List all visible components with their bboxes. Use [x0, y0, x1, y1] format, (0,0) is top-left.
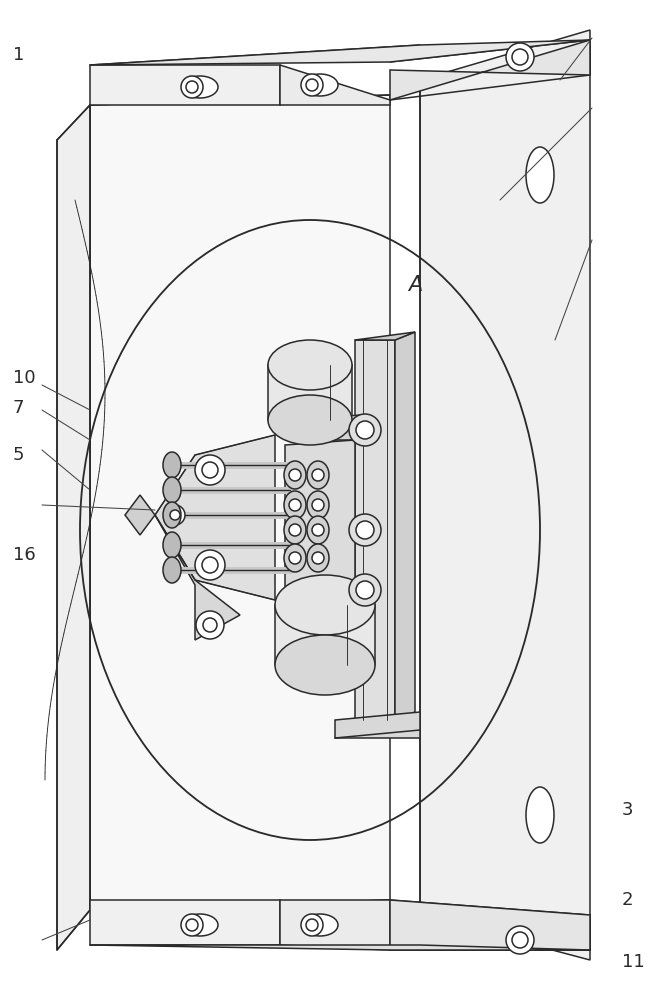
Polygon shape [395, 332, 415, 720]
Text: 16: 16 [13, 546, 36, 564]
Ellipse shape [268, 395, 352, 445]
Polygon shape [420, 30, 590, 960]
Polygon shape [155, 435, 275, 600]
Circle shape [181, 76, 203, 98]
Polygon shape [285, 440, 355, 605]
Text: 10: 10 [13, 369, 36, 387]
Circle shape [312, 469, 324, 481]
Circle shape [289, 469, 301, 481]
Ellipse shape [307, 516, 329, 544]
Circle shape [506, 926, 534, 954]
Circle shape [195, 455, 225, 485]
Ellipse shape [307, 544, 329, 572]
Text: 1: 1 [13, 46, 25, 64]
Polygon shape [90, 900, 280, 945]
Circle shape [202, 557, 218, 573]
Circle shape [186, 919, 198, 931]
Circle shape [289, 552, 301, 564]
Circle shape [349, 414, 381, 446]
Circle shape [356, 521, 374, 539]
Circle shape [195, 550, 225, 580]
Polygon shape [125, 495, 155, 535]
Circle shape [301, 914, 323, 936]
Text: 5: 5 [13, 446, 25, 464]
Ellipse shape [284, 516, 306, 544]
Text: 3: 3 [622, 801, 634, 819]
Polygon shape [295, 415, 360, 440]
Ellipse shape [163, 532, 181, 558]
Polygon shape [90, 945, 590, 950]
Circle shape [202, 462, 218, 478]
Ellipse shape [182, 76, 218, 98]
Ellipse shape [275, 635, 375, 695]
Ellipse shape [182, 914, 218, 936]
Text: 2: 2 [622, 891, 634, 909]
Ellipse shape [163, 557, 181, 583]
Circle shape [306, 919, 318, 931]
Ellipse shape [163, 477, 181, 503]
Polygon shape [280, 65, 390, 105]
Circle shape [170, 510, 180, 520]
Ellipse shape [275, 575, 375, 635]
Ellipse shape [284, 544, 306, 572]
Polygon shape [57, 105, 90, 950]
Ellipse shape [307, 491, 329, 519]
Circle shape [312, 552, 324, 564]
Text: 7: 7 [13, 399, 25, 417]
Circle shape [289, 499, 301, 511]
Ellipse shape [526, 147, 554, 203]
Polygon shape [268, 365, 352, 420]
Polygon shape [335, 712, 420, 738]
Circle shape [506, 43, 534, 71]
Text: A: A [408, 275, 422, 295]
Polygon shape [90, 40, 590, 65]
Ellipse shape [302, 914, 338, 936]
Ellipse shape [268, 340, 352, 390]
Polygon shape [280, 900, 390, 950]
Circle shape [196, 611, 224, 639]
Circle shape [301, 74, 323, 96]
Circle shape [306, 79, 318, 91]
Circle shape [289, 524, 301, 536]
Polygon shape [390, 900, 590, 950]
Circle shape [312, 499, 324, 511]
Polygon shape [90, 65, 280, 105]
Ellipse shape [302, 74, 338, 96]
Circle shape [312, 524, 324, 536]
Circle shape [186, 81, 198, 93]
Circle shape [512, 932, 528, 948]
Ellipse shape [284, 491, 306, 519]
Polygon shape [355, 332, 415, 340]
Polygon shape [275, 605, 375, 665]
Polygon shape [355, 340, 395, 720]
Polygon shape [390, 40, 590, 100]
Ellipse shape [284, 461, 306, 489]
Circle shape [181, 914, 203, 936]
Circle shape [356, 421, 374, 439]
Circle shape [356, 581, 374, 599]
Circle shape [349, 514, 381, 546]
Ellipse shape [307, 461, 329, 489]
Polygon shape [155, 515, 240, 640]
Circle shape [203, 618, 217, 632]
Polygon shape [90, 95, 390, 910]
Ellipse shape [163, 502, 181, 528]
Ellipse shape [163, 452, 181, 478]
Circle shape [165, 505, 185, 525]
Text: 11: 11 [622, 953, 645, 971]
Circle shape [512, 49, 528, 65]
Circle shape [349, 574, 381, 606]
Ellipse shape [526, 787, 554, 843]
